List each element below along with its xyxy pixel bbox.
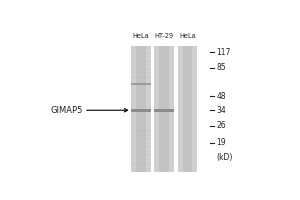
Text: HeLa: HeLa: [179, 33, 196, 39]
Bar: [178, 46, 197, 172]
Bar: [131, 130, 151, 131]
Bar: [131, 126, 151, 127]
Bar: [131, 68, 151, 69]
Bar: [131, 83, 151, 85]
Bar: [131, 97, 151, 98]
Text: 26: 26: [217, 121, 226, 130]
Bar: [131, 134, 151, 136]
Bar: [131, 64, 151, 65]
Bar: [131, 143, 151, 144]
Bar: [131, 163, 151, 165]
Text: (kD): (kD): [217, 153, 233, 162]
Text: 85: 85: [217, 63, 226, 72]
Text: HeLa: HeLa: [133, 33, 149, 39]
Bar: [131, 118, 151, 119]
Bar: [131, 56, 151, 57]
Bar: [131, 52, 151, 53]
Bar: [131, 101, 151, 102]
Bar: [131, 76, 151, 78]
Bar: [131, 85, 151, 86]
Bar: [131, 110, 151, 111]
Bar: [131, 60, 151, 61]
Bar: [159, 46, 169, 172]
Bar: [131, 114, 151, 115]
Bar: [131, 93, 151, 94]
Bar: [131, 122, 151, 123]
Bar: [131, 81, 151, 82]
Text: 19: 19: [217, 138, 226, 147]
Bar: [174, 46, 178, 172]
Bar: [131, 89, 151, 90]
Bar: [131, 46, 151, 172]
Bar: [136, 46, 146, 172]
Text: 34: 34: [217, 106, 226, 115]
Bar: [131, 139, 151, 140]
Text: 48: 48: [217, 92, 226, 101]
Bar: [131, 72, 151, 73]
Bar: [151, 46, 154, 172]
Bar: [131, 109, 151, 112]
Bar: [131, 151, 151, 152]
Bar: [154, 109, 174, 112]
Bar: [182, 46, 192, 172]
Bar: [131, 155, 151, 156]
Bar: [154, 46, 174, 172]
Bar: [131, 147, 151, 148]
Text: HT-29: HT-29: [155, 33, 174, 39]
Bar: [131, 159, 151, 160]
Bar: [131, 47, 151, 49]
Bar: [131, 168, 151, 169]
Text: GIMAP5: GIMAP5: [50, 106, 83, 115]
Bar: [131, 105, 151, 107]
Text: 117: 117: [217, 48, 231, 57]
